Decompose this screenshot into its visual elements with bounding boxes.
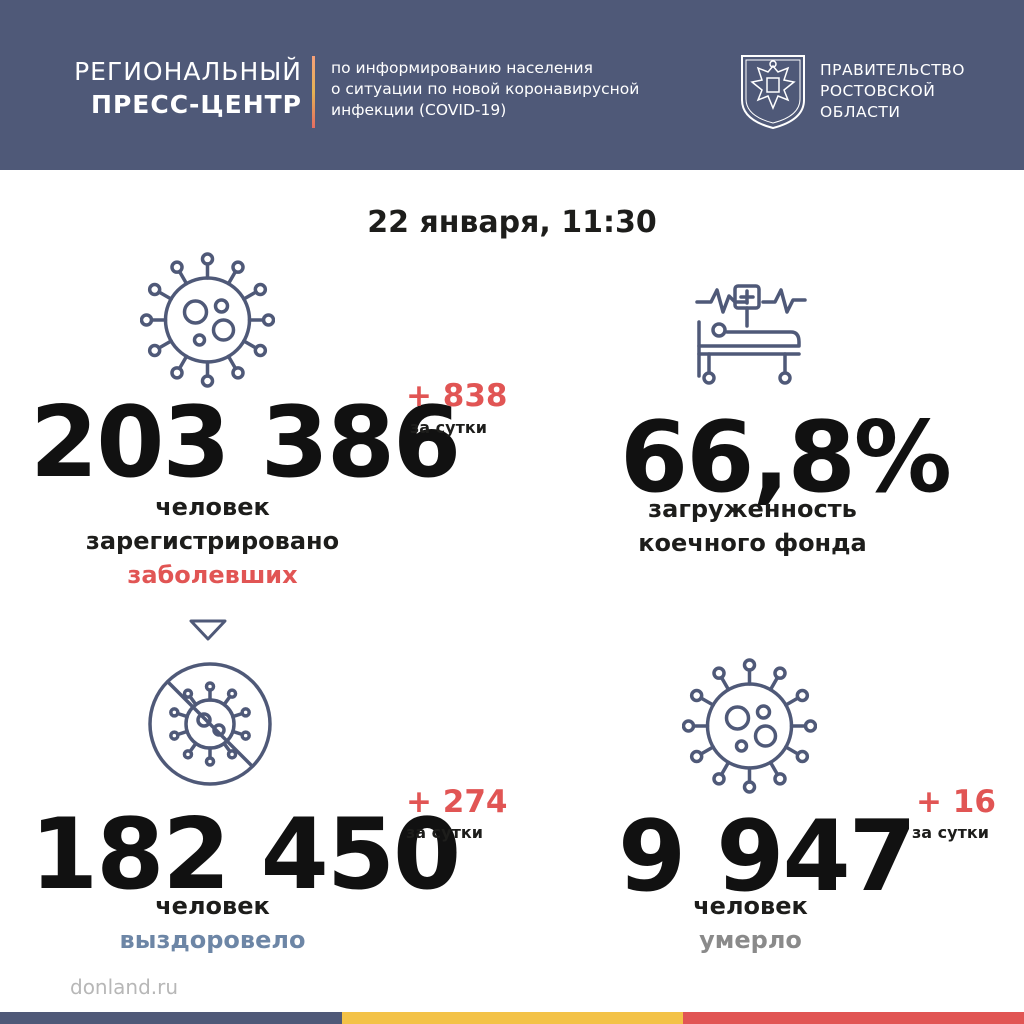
deaths-delta-label: за сутки xyxy=(912,823,989,842)
cases-delta: + 838 xyxy=(406,378,508,414)
desc-line-1: по информированию населения xyxy=(331,59,593,77)
deaths-caption: человек умерло xyxy=(578,889,923,957)
deaths-delta: + 16 xyxy=(916,784,996,820)
recovered-caption-line-1: человек xyxy=(155,892,270,920)
header-description: по информированию населения о ситуации п… xyxy=(331,58,711,121)
hospital-bed-icon xyxy=(695,284,807,385)
site-link[interactable]: donland.ru xyxy=(70,975,179,999)
beds-caption-line-2: коечного фонда xyxy=(638,529,867,557)
beds-caption-line-1: загруженность xyxy=(648,495,857,523)
gov-line-3: ОБЛАСТИ xyxy=(820,103,901,121)
cases-delta-label: за сутки xyxy=(410,418,487,437)
cases-caption-line-3: заболевших xyxy=(127,561,298,589)
deaths-caption-line-2: умерло xyxy=(699,926,802,954)
no-virus-icon xyxy=(148,662,272,786)
cases-caption-line-1: человек xyxy=(155,493,270,521)
gov-line-1: ПРАВИТЕЛЬСТВО xyxy=(820,61,966,79)
virus-icon xyxy=(140,252,275,388)
arrow-down-icon xyxy=(189,619,227,641)
beds-value: 66,8% xyxy=(620,401,952,515)
recovered-delta-label: за сутки xyxy=(406,823,483,842)
footer-bar-2 xyxy=(342,1012,683,1024)
cases-caption: человек зарегистрировано заболевших xyxy=(40,490,385,592)
title-line-2: ПРЕСС-ЦЕНТР xyxy=(91,90,302,119)
desc-line-2: о ситуации по новой коронавирусной xyxy=(331,80,640,98)
deaths-caption-line-1: человек xyxy=(693,892,808,920)
title-line-1: РЕГИОНАЛЬНЫЙ xyxy=(74,57,302,86)
recovered-delta: + 274 xyxy=(406,784,508,820)
beds-caption: загруженность коечного фонда xyxy=(580,492,925,560)
footer-bar-3 xyxy=(683,1012,1024,1024)
recovered-caption-line-2: выздоровело xyxy=(119,926,306,954)
recovered-value: 182 450 xyxy=(30,798,461,912)
desc-line-3: инфекции (COVID-19) xyxy=(331,101,507,119)
press-center-title: РЕГИОНАЛЬНЫЙ ПРЕСС-ЦЕНТР xyxy=(40,56,302,122)
deaths-value: 9 947 xyxy=(618,800,917,914)
gov-line-2: РОСТОВСКОЙ xyxy=(820,82,936,100)
cases-value: 203 386 xyxy=(30,386,461,500)
coat-of-arms-icon xyxy=(741,55,805,130)
header-separator xyxy=(312,56,315,128)
cases-caption-line-2: зарегистрировано xyxy=(85,527,340,555)
government-name: ПРАВИТЕЛЬСТВО РОСТОВСКОЙ ОБЛАСТИ xyxy=(820,60,965,123)
report-date: 22 января, 11:30 xyxy=(367,205,657,240)
recovered-caption: человек выздоровело xyxy=(40,889,385,957)
header-banner xyxy=(0,0,1024,170)
footer-bar-1 xyxy=(0,1012,342,1024)
virus-icon xyxy=(682,658,817,794)
